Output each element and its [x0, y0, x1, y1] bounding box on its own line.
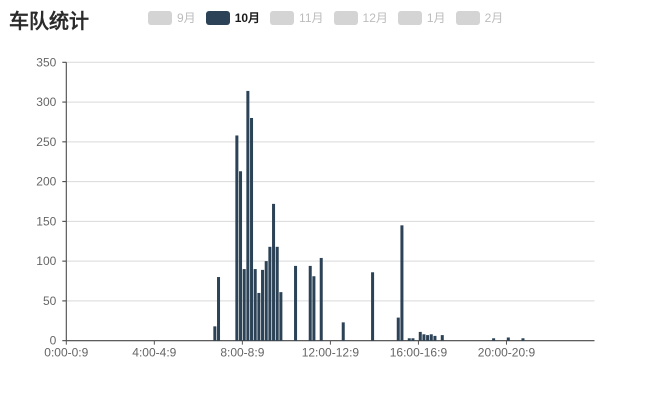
svg-text:50: 50 — [43, 294, 57, 308]
svg-text:300: 300 — [36, 95, 56, 109]
svg-text:4:00-4:9: 4:00-4:9 — [132, 346, 176, 360]
svg-text:150: 150 — [36, 214, 56, 228]
svg-text:350: 350 — [36, 55, 56, 69]
svg-text:8:00-8:9: 8:00-8:9 — [220, 346, 264, 360]
svg-text:12:00-12:9: 12:00-12:9 — [302, 346, 360, 360]
svg-text:200: 200 — [36, 175, 56, 189]
svg-text:0:00-0:9: 0:00-0:9 — [44, 346, 88, 360]
svg-text:16:00-16:9: 16:00-16:9 — [390, 346, 448, 360]
svg-text:250: 250 — [36, 135, 56, 149]
svg-text:20:00-20:9: 20:00-20:9 — [478, 346, 536, 360]
svg-text:100: 100 — [36, 254, 56, 268]
